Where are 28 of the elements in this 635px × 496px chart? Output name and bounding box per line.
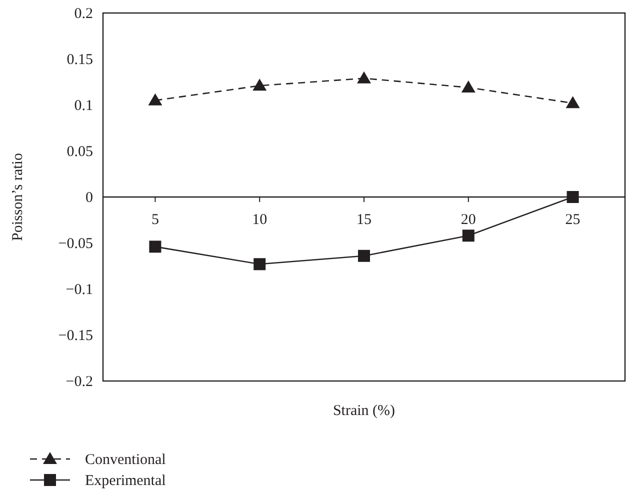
point (252, 78, 267, 91)
y-tick-label: −0.05 (58, 236, 93, 252)
x-tick-label: 20 (460, 212, 476, 228)
point (462, 230, 474, 242)
y-axis-title: Poisson’s ratio (10, 153, 26, 241)
point (566, 191, 579, 203)
y-tick-label: −0.1 (66, 282, 93, 298)
point (357, 71, 371, 84)
point (566, 96, 580, 108)
legend-label: Experimental (85, 473, 166, 489)
x-axis-title: Strain (%) (332, 403, 396, 419)
point (461, 80, 476, 93)
legend-label: Conventional (85, 452, 166, 468)
point (148, 93, 162, 106)
y-tick-label: 0.15 (66, 52, 93, 68)
y-tick-label: 0.2 (74, 6, 93, 22)
y-tick-label: −0.2 (66, 374, 93, 390)
point (358, 250, 370, 262)
x-tick-label: 15 (356, 212, 372, 228)
y-tick-label: −0.15 (58, 328, 93, 344)
y-tick-label: 0.1 (74, 98, 93, 114)
point (254, 258, 266, 270)
x-tick-label: 10 (252, 212, 268, 228)
y-tick-label: 0 (86, 190, 93, 206)
x-tick-label: 25 (565, 212, 580, 228)
point (149, 240, 162, 253)
y-tick-label: 0.05 (66, 144, 93, 160)
x-tick-label: 5 (151, 212, 159, 228)
